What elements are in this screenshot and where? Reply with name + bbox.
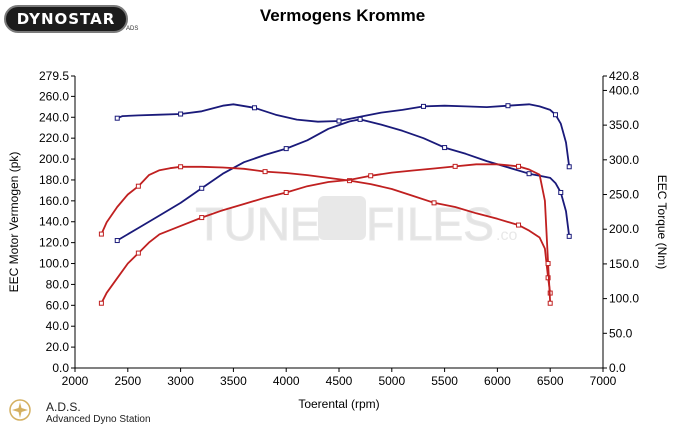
logo-subtext: ADS xyxy=(126,26,139,32)
y-tick-label: 200.0 xyxy=(39,152,69,166)
x-tick-label: 3500 xyxy=(220,374,247,388)
y-tick-label: 0.0 xyxy=(52,361,69,375)
data-point xyxy=(262,169,268,175)
y-tick-label: 20.0 xyxy=(46,340,70,354)
y2-tick-label: 420.8 xyxy=(609,69,639,83)
data-point xyxy=(552,112,558,118)
data-point xyxy=(368,173,374,179)
data-point xyxy=(566,233,572,239)
y-tick-label: 260.0 xyxy=(39,89,69,103)
data-point xyxy=(452,163,458,169)
data-point xyxy=(336,118,342,124)
x-axis-label: Toerental (rpm) xyxy=(298,397,379,411)
y-tick-label: 80.0 xyxy=(46,277,70,291)
data-point xyxy=(547,300,553,306)
series-line-0 xyxy=(116,103,571,168)
data-point xyxy=(98,300,104,306)
y-tick-label: 140.0 xyxy=(39,215,69,229)
y2-tick-label: 50.0 xyxy=(609,326,633,340)
x-tick-label: 4500 xyxy=(326,374,353,388)
data-point xyxy=(516,222,522,228)
y2-tick-label: 0.0 xyxy=(609,361,626,375)
data-point xyxy=(135,183,141,189)
y-tick-label: 279.5 xyxy=(39,69,69,83)
x-tick-label: 5000 xyxy=(378,374,405,388)
ads-logo-icon xyxy=(9,399,31,421)
logo-text: DYNOSTAR xyxy=(16,10,116,28)
data-point xyxy=(98,231,104,237)
data-point xyxy=(178,111,184,117)
y-tick-label: 180.0 xyxy=(39,173,69,187)
y-tick-label: 40.0 xyxy=(46,319,70,333)
data-point xyxy=(283,189,289,195)
y-tick-label: 100.0 xyxy=(39,257,69,271)
data-point xyxy=(199,215,205,221)
data-point xyxy=(545,261,551,267)
data-point xyxy=(420,103,426,109)
data-point xyxy=(357,116,363,122)
watermark-text-left: TUNE xyxy=(195,198,320,250)
watermark-suffix: .co xyxy=(496,227,517,244)
data-point xyxy=(114,238,120,244)
axes: 2000 2500 3000 3500 4000 4500 5000 5500 6000 6500… xyxy=(39,69,639,388)
y-axis-label: EEC Motor Vermogen (pk) xyxy=(7,152,21,293)
x-tick-label: 2500 xyxy=(114,374,141,388)
y-tick-label: 60.0 xyxy=(46,298,70,312)
x-tick-label: 4000 xyxy=(273,374,300,388)
data-point xyxy=(442,145,448,151)
x-tick-label: 7000 xyxy=(590,374,617,388)
footer-brand: A.D.S. xyxy=(46,400,81,414)
data-point xyxy=(178,164,184,170)
data-point xyxy=(505,103,511,109)
watermark: TUNE FILES .co xyxy=(195,196,517,251)
y-tick-label: 120.0 xyxy=(39,236,69,250)
y2-tick-label: 300.0 xyxy=(609,153,639,167)
y-tick-label: 220.0 xyxy=(39,131,69,145)
data-point xyxy=(526,171,532,177)
chart-title: Vermogens Kromme xyxy=(259,6,426,25)
y2-axis-label: EEC Torque (Nm) xyxy=(655,175,669,269)
y2-tick-label: 350.0 xyxy=(609,118,639,132)
y2-tick-label: 400.0 xyxy=(609,83,639,97)
data-point xyxy=(252,105,258,111)
x-tick-label: 6000 xyxy=(484,374,511,388)
y2-tick-label: 100.0 xyxy=(609,292,639,306)
x-tick-label: 6500 xyxy=(537,374,564,388)
footer-brand-subtitle: Advanced Dyno Station xyxy=(46,414,151,425)
data-point xyxy=(114,115,120,121)
watermark-car-icon xyxy=(318,196,366,240)
y2-tick-label: 250.0 xyxy=(609,188,639,202)
data-point xyxy=(283,146,289,152)
series-line-1 xyxy=(116,118,571,242)
watermark-text-right: FILES xyxy=(366,198,494,250)
x-tick-label: 2000 xyxy=(62,374,89,388)
data-point xyxy=(566,164,572,170)
data-point xyxy=(199,185,205,191)
y2-tick-label: 200.0 xyxy=(609,222,639,236)
series-layer xyxy=(98,103,572,306)
y-tick-label: 240.0 xyxy=(39,110,69,124)
data-point xyxy=(558,189,564,195)
x-tick-label: 5500 xyxy=(431,374,458,388)
data-point xyxy=(135,250,141,256)
data-point xyxy=(516,163,522,169)
y2-tick-label: 150.0 xyxy=(609,257,639,271)
y-tick-label: 160.0 xyxy=(39,194,69,208)
x-tick-label: 3000 xyxy=(167,374,194,388)
data-point xyxy=(431,200,437,206)
dynostar-logo: DYNOSTAR xyxy=(4,5,128,33)
